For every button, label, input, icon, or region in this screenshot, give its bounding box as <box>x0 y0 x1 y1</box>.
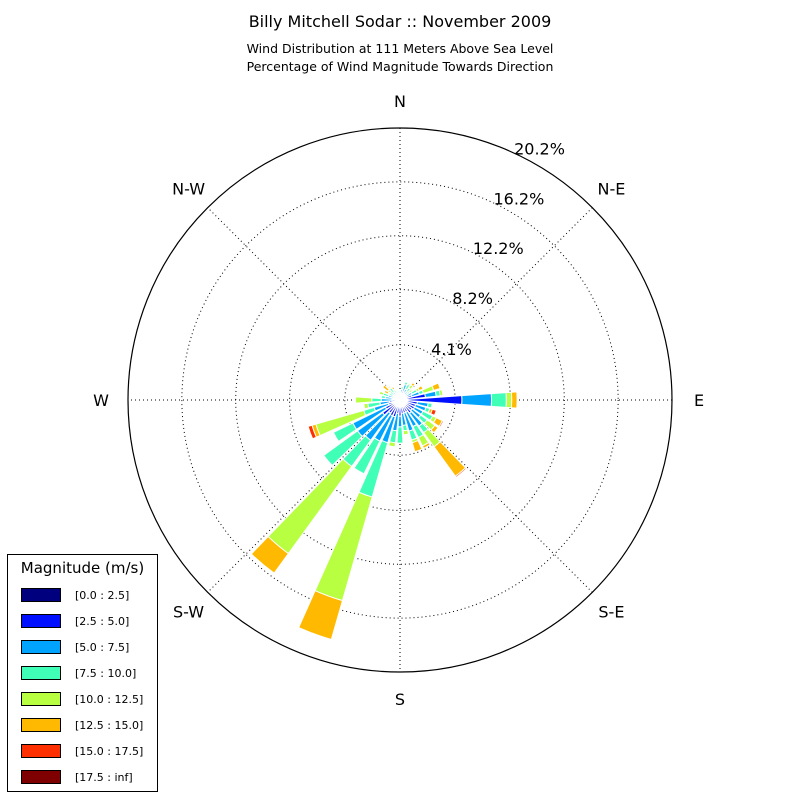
legend-item: [2.5 : 5.0] <box>21 613 129 629</box>
bar-segment-dir70-bin5 <box>431 382 441 391</box>
radial-tick-label: 20.2% <box>514 140 565 159</box>
direction-label-s-w: S-W <box>173 602 204 621</box>
legend-item: [17.5 : inf] <box>21 769 133 785</box>
bar-segment-dir90-bin2 <box>461 393 493 407</box>
legend-swatch <box>21 614 61 628</box>
direction-label-w: W <box>93 391 109 410</box>
bar-segment-dir100-bin3 <box>426 402 433 409</box>
bar-segment-dir50-bin5 <box>409 388 414 392</box>
legend-swatch <box>21 718 61 732</box>
bar-segment-dir320-bin5 <box>387 385 392 390</box>
legend-swatch <box>21 640 61 654</box>
bar-segment-dir130-bin5 <box>430 424 439 434</box>
legend-swatch <box>21 692 61 706</box>
bar-segment-dir280-bin3 <box>380 394 387 400</box>
radial-tick-label: 8.2% <box>452 289 493 308</box>
radial-tick-label: 16.2% <box>493 189 544 208</box>
outer-frame-circle <box>127 127 673 673</box>
bar-segment-dir170-bin4 <box>402 429 410 436</box>
legend-swatch <box>21 666 61 680</box>
legend-item: [7.5 : 10.0] <box>21 665 136 681</box>
grid-ring <box>181 181 619 619</box>
bar-segment-dir110-bin6 <box>430 408 437 416</box>
bar-segment-dir350-bin3 <box>397 390 400 393</box>
legend-title: Magnitude (m/s) <box>20 559 145 577</box>
legend-swatch <box>21 744 61 758</box>
bar-segment-dir200-bin4 <box>314 491 373 602</box>
legend-item: [15.0 : 17.5] <box>21 743 143 759</box>
bar-segment-dir140-bin6 <box>454 467 468 479</box>
legend-label: [0.0 : 2.5] <box>75 588 130 602</box>
bar-segment-dir220-bin5 <box>250 535 290 574</box>
bar-segment-dir200-bin5 <box>298 590 344 641</box>
radial-tick-label: 12.2% <box>473 239 524 258</box>
bar-segment-dir290-bin4 <box>378 390 385 396</box>
chart-title: Billy Mitchell Sodar :: November 2009 <box>248 12 552 31</box>
radial-tick-label: 4.1% <box>431 340 472 359</box>
legend: Magnitude (m/s) [0.0 : 2.5] [2.5 : 5.0] [5… <box>7 554 158 792</box>
chart-subtitle-line1: Wind Distribution at 111 Meters Above Se… <box>246 41 554 56</box>
bar-segment-dir150-bin5 <box>421 441 431 450</box>
direction-label-s: S <box>395 690 405 709</box>
bar-segment-dir40-bin5 <box>410 381 416 388</box>
legend-swatch <box>21 770 61 784</box>
legend-item: [12.5 : 15.0] <box>21 717 143 733</box>
bar-segment-dir90-bin3 <box>490 392 507 408</box>
legend-label: [5.0 : 7.5] <box>75 640 130 654</box>
legend-swatch <box>21 588 61 602</box>
bar-segment-dir190-bin4 <box>387 441 397 448</box>
bar-segment-dir260-bin4 <box>363 402 370 410</box>
bar-segment-dir180-bin2 <box>397 415 403 428</box>
bar-segment-dir300-bin5 <box>383 389 390 395</box>
bar-segment-dir230-bin3 <box>323 430 363 467</box>
bar-segment-dir210-bin3 <box>353 437 381 475</box>
bar-segment-dir160-bin5 <box>411 439 423 453</box>
legend-label: [17.5 : inf] <box>75 770 133 784</box>
legend-label: [7.5 : 10.0] <box>75 666 137 680</box>
bar-segment-dir180-bin3 <box>396 426 404 444</box>
bar-segment-dir30-bin4 <box>407 382 412 387</box>
legend-label: [12.5 : 15.0] <box>75 718 144 732</box>
bar-segment-dir240-bin3 <box>332 422 358 443</box>
legend-label: [15.0 : 17.5] <box>75 744 144 758</box>
direction-label-n-e: N-E <box>597 180 625 199</box>
direction-label-n: N <box>394 92 406 111</box>
axis-labels: N N-E E S-E S S-W W N-W 4.1% 8.2% 12.2% 16.2% 20.2% <box>93 92 704 709</box>
bar-segment-dir250-bin6 <box>307 424 318 440</box>
legend-label: [2.5 : 5.0] <box>75 614 130 628</box>
bar-segment-dir330-bin5 <box>391 386 396 391</box>
legend-item: [0.0 : 2.5] <box>21 587 129 603</box>
legend-item: [10.0 : 12.5] <box>21 691 143 707</box>
direction-label-n-w: N-W <box>172 180 205 199</box>
wind-rose-bars <box>250 381 518 641</box>
chart-subtitle-line2: Percentage of Wind Magnitude Towards Dir… <box>246 59 554 74</box>
bar-segment-dir120-bin6 <box>438 419 445 428</box>
grid-ring <box>235 235 565 565</box>
bar-segment-dir90-bin5 <box>510 391 518 409</box>
legend-label: [10.0 : 12.5] <box>75 692 144 706</box>
bar-segment-dir270-bin3 <box>371 397 382 403</box>
bar-segment-dir140-bin5 <box>433 440 467 477</box>
bar-segment-dir90-bin4 <box>505 391 513 409</box>
legend-item: [5.0 : 7.5] <box>21 639 129 655</box>
bar-segment-dir20-bin3 <box>403 381 409 386</box>
direction-label-e: E <box>694 391 704 410</box>
bar-segment-dir80-bin4 <box>438 388 444 397</box>
bar-segment-dir60-bin5 <box>417 384 424 392</box>
direction-label-s-e: S-E <box>598 602 624 621</box>
bar-segment-dir270-bin4 <box>355 396 373 404</box>
bar-segment-dir310-bin5 <box>381 384 391 392</box>
